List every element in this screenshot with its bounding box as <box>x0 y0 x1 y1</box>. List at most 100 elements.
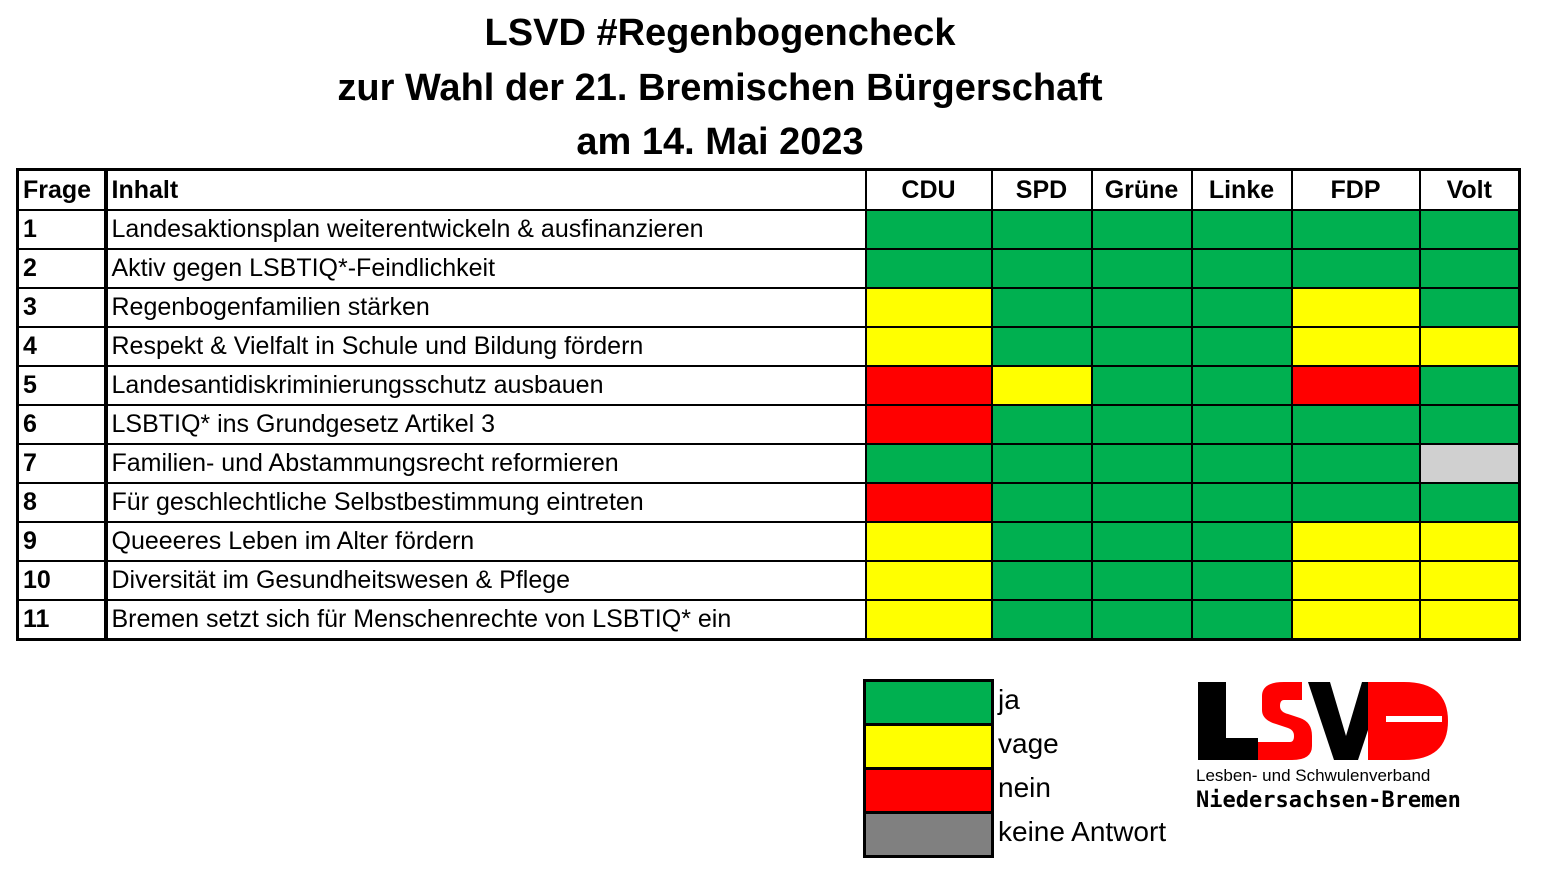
frage-number: 10 <box>16 560 108 601</box>
frage-inhalt: Landesantidiskriminierungsschutz ausbaue… <box>104 365 867 406</box>
answer-cell-spd-ja <box>990 443 1093 484</box>
answer-cell-gruene-ja <box>1090 209 1193 250</box>
legend-swatch-vage <box>863 723 994 770</box>
legend-label: vage <box>998 727 1059 759</box>
answer-cell-linke-ja <box>1190 326 1293 367</box>
answer-cell-gruene-ja <box>1090 599 1193 641</box>
header-linke: Linke <box>1190 168 1293 211</box>
title-line-3: am 14. Mai 2023 <box>576 121 864 163</box>
legend-item: ja <box>863 679 1167 726</box>
frage-number: 1 <box>16 209 108 250</box>
table-row: 4 Respekt & Vielfalt in Schule und Bildun… <box>16 326 1521 367</box>
table-row: 8 Für geschlechtliche Selbstbestimmung ei… <box>16 482 1521 523</box>
answer-cell-volt-ja <box>1418 482 1521 523</box>
answer-cell-gruene-ja <box>1090 443 1193 484</box>
legend-label: ja <box>998 683 1020 715</box>
answer-cell-fdp-ja <box>1290 404 1421 445</box>
answer-cell-fdp-nein <box>1290 365 1421 406</box>
answer-cell-gruene-ja <box>1090 287 1193 328</box>
frage-inhalt: Regenbogenfamilien stärken <box>104 287 867 328</box>
frage-inhalt: Queeeres Leben im Alter fördern <box>104 521 867 562</box>
frage-number: 3 <box>16 287 108 328</box>
frage-inhalt: Bremen setzt sich für Menschenrechte von… <box>104 599 867 641</box>
answer-cell-spd-ja <box>990 248 1093 289</box>
answer-cell-cdu-nein <box>864 404 993 445</box>
answer-cell-gruene-ja <box>1090 326 1193 367</box>
answer-cell-spd-ja <box>990 560 1093 601</box>
legend-swatch-ja <box>863 679 994 726</box>
legend-item: keine Antwort <box>863 811 1167 858</box>
header-spd: SPD <box>990 168 1093 211</box>
frage-inhalt: LSBTIQ* ins Grundgesetz Artikel 3 <box>104 404 867 445</box>
answer-cell-linke-ja <box>1190 287 1293 328</box>
frage-inhalt: Aktiv gegen LSBTIQ*-Feindlichkeit <box>104 248 867 289</box>
answer-cell-gruene-ja <box>1090 248 1193 289</box>
answer-cell-fdp-ja <box>1290 248 1421 289</box>
answer-cell-linke-ja <box>1190 482 1293 523</box>
answer-cell-spd-ja <box>990 326 1093 367</box>
header-cdu: CDU <box>864 168 993 211</box>
header-fdp: FDP <box>1290 168 1421 211</box>
answer-cell-linke-ja <box>1190 365 1293 406</box>
legend: ja vage nein keine Antwort <box>863 679 1168 858</box>
answer-cell-fdp-vage <box>1290 560 1421 601</box>
answer-cell-spd-ja <box>990 482 1093 523</box>
legend-swatch-nein <box>863 767 994 814</box>
answer-cell-linke-ja <box>1190 248 1293 289</box>
answer-cell-cdu-ja <box>864 443 993 484</box>
legend-item: nein <box>863 767 1167 814</box>
answer-cell-volt-vage <box>1418 521 1521 562</box>
frage-number: 8 <box>16 482 108 523</box>
lsvd-logo-mark <box>1198 682 1448 760</box>
logo-line-1: Lesben- und Schwulenverband <box>1196 766 1431 785</box>
frage-inhalt: Respekt & Vielfalt in Schule und Bildung… <box>104 326 867 367</box>
answer-cell-linke-ja <box>1190 521 1293 562</box>
table-row: 3 Regenbogenfamilien stärken <box>16 287 1521 328</box>
frage-inhalt: Diversität im Gesundheitswesen & Pflege <box>104 560 867 601</box>
answer-cell-cdu-vage <box>864 560 993 601</box>
answer-cell-fdp-vage <box>1290 287 1421 328</box>
title-line-2: zur Wahl der 21. Bremischen Bürgerschaft <box>337 67 1103 109</box>
answer-cell-volt-vage <box>1418 560 1521 601</box>
answer-cell-cdu-vage <box>864 287 993 328</box>
answer-cell-fdp-ja <box>1290 443 1421 484</box>
table-row: 11 Bremen setzt sich für Menschenrechte v… <box>16 599 1521 641</box>
legend-label: keine Antwort <box>998 815 1167 847</box>
answer-cell-spd-ja <box>990 209 1093 250</box>
answer-cell-spd-ja <box>990 599 1093 641</box>
frage-number: 4 <box>16 326 108 367</box>
frage-inhalt: Landesaktionsplan weiterentwickeln & aus… <box>104 209 867 250</box>
answer-cell-cdu-ja <box>864 248 993 289</box>
answer-cell-linke-ja <box>1190 404 1293 445</box>
answer-cell-fdp-ja <box>1290 482 1421 523</box>
frage-number: 11 <box>16 599 108 641</box>
answer-cell-fdp-vage <box>1290 599 1421 641</box>
header-frage: Frage <box>16 168 108 211</box>
table-row: 7 Familien- und Abstammungsrecht reformie… <box>16 443 1521 484</box>
answer-cell-gruene-ja <box>1090 404 1193 445</box>
answer-cell-volt-keine <box>1418 443 1521 484</box>
answer-cell-volt-ja <box>1418 287 1521 328</box>
answer-cell-fdp-vage <box>1290 521 1421 562</box>
answer-cell-volt-ja <box>1418 209 1521 250</box>
answer-cell-linke-ja <box>1190 599 1293 641</box>
frage-number: 7 <box>16 443 108 484</box>
answer-cell-volt-ja <box>1418 404 1521 445</box>
legend-swatch-keine_legend <box>863 811 994 858</box>
logo-line-2: Niedersachsen-Bremen <box>1196 788 1461 813</box>
answer-cell-cdu-nein <box>864 365 993 406</box>
answer-cell-gruene-ja <box>1090 521 1193 562</box>
lsvd-logo: Lesben- und Schwulenverband Niedersachse… <box>1196 680 1461 815</box>
regenbogencheck-table: Frage Inhalt CDU SPD Grüne Linke FDP Vol… <box>16 168 1521 641</box>
answer-cell-gruene-ja <box>1090 365 1193 406</box>
frage-number: 6 <box>16 404 108 445</box>
frage-number: 5 <box>16 365 108 406</box>
answer-cell-cdu-ja <box>864 209 993 250</box>
header-volt: Volt <box>1418 168 1521 211</box>
answer-cell-fdp-ja <box>1290 209 1421 250</box>
answer-cell-spd-vage <box>990 365 1093 406</box>
header-gruene: Grüne <box>1090 168 1193 211</box>
legend-label: nein <box>998 771 1051 803</box>
answer-cell-linke-ja <box>1190 443 1293 484</box>
frage-number: 2 <box>16 248 108 289</box>
